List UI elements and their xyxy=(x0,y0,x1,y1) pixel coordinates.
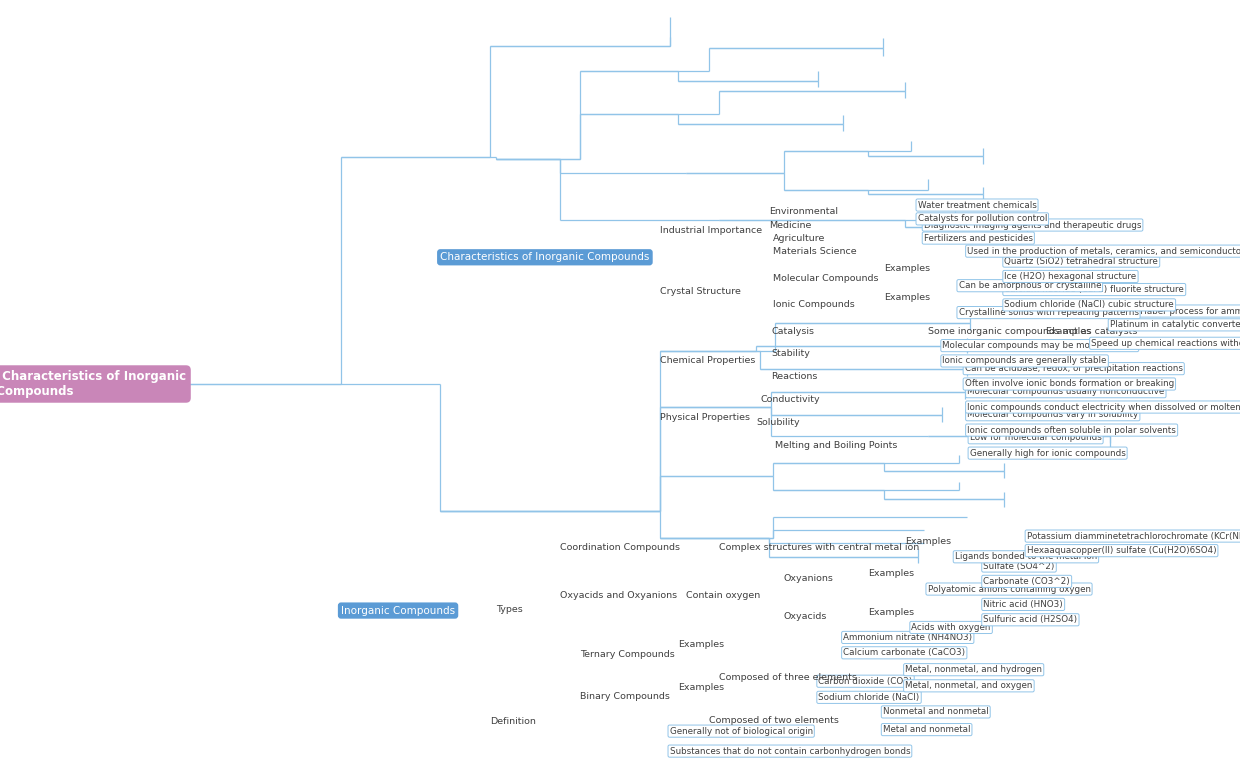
Text: Characteristics of Inorganic Compounds: Characteristics of Inorganic Compounds xyxy=(440,252,650,263)
Text: Environmental: Environmental xyxy=(769,207,838,216)
Text: Generally not of biological origin: Generally not of biological origin xyxy=(670,727,812,736)
Text: Carbonate (CO3^2): Carbonate (CO3^2) xyxy=(983,577,1070,586)
Text: Ice (H2O) hexagonal structure: Ice (H2O) hexagonal structure xyxy=(1004,272,1137,281)
Text: Acids with oxygen: Acids with oxygen xyxy=(911,623,991,632)
Text: Often involve ionic bonds formation or breaking: Often involve ionic bonds formation or b… xyxy=(965,379,1174,389)
Text: Conductivity: Conductivity xyxy=(760,395,820,404)
Text: Crystalline solids with repeating patterns: Crystalline solids with repeating patter… xyxy=(959,308,1138,317)
Text: Examples: Examples xyxy=(1045,327,1091,336)
Text: Nonmetal and nonmetal: Nonmetal and nonmetal xyxy=(883,707,988,717)
Text: Examples: Examples xyxy=(884,293,930,302)
Text: Definition: Definition xyxy=(490,717,536,727)
Text: Contain oxygen: Contain oxygen xyxy=(686,591,760,600)
Text: Quartz (SiO2) tetrahedral structure: Quartz (SiO2) tetrahedral structure xyxy=(1004,257,1158,266)
Text: Materials Science: Materials Science xyxy=(773,247,856,256)
Text: Sulfuric acid (H2SO4): Sulfuric acid (H2SO4) xyxy=(983,615,1078,624)
Text: Industrial Importance: Industrial Importance xyxy=(660,226,761,235)
Text: Generally high for ionic compounds: Generally high for ionic compounds xyxy=(970,449,1126,458)
Text: Fertilizers and pesticides: Fertilizers and pesticides xyxy=(924,233,1033,243)
Text: Hexaaquacopper(II) sulfate (Cu(H2O)6SO4): Hexaaquacopper(II) sulfate (Cu(H2O)6SO4) xyxy=(1027,546,1216,555)
Text: Platinum in catalytic converters: Platinum in catalytic converters xyxy=(1110,320,1240,329)
Text: Potassium diamminetetrachlorochromate (KCr(NH3)2Cl4): Potassium diamminetetrachlorochromate (K… xyxy=(1027,531,1240,541)
Text: Ternary Compounds: Ternary Compounds xyxy=(580,650,675,659)
Text: Sulfate (SO4^2): Sulfate (SO4^2) xyxy=(983,561,1055,571)
Text: Water treatment chemicals: Water treatment chemicals xyxy=(918,200,1037,210)
Text: Diagnostic imaging agents and therapeutic drugs: Diagnostic imaging agents and therapeuti… xyxy=(924,220,1141,230)
Text: Metal, nonmetal, and hydrogen: Metal, nonmetal, and hydrogen xyxy=(905,665,1042,674)
Text: Types: Types xyxy=(496,604,523,614)
Text: Medicine: Medicine xyxy=(769,220,811,230)
Text: Calcium fluoride (CaF2) fluorite structure: Calcium fluoride (CaF2) fluorite structu… xyxy=(1004,285,1184,294)
Text: Examples: Examples xyxy=(868,569,914,578)
Text: Examples: Examples xyxy=(678,640,724,649)
Text: Reactions: Reactions xyxy=(771,372,817,381)
Text: Coordination Compounds: Coordination Compounds xyxy=(560,543,681,552)
Text: Classification and  Characteristics of Inorganic
  Compounds: Classification and Characteristics of In… xyxy=(0,370,186,398)
Text: Ionic Compounds: Ionic Compounds xyxy=(773,300,854,310)
Text: Used in the production of metals, ceramics, and semiconductors: Used in the production of metals, cerami… xyxy=(967,247,1240,256)
Text: Chemical Properties: Chemical Properties xyxy=(660,356,755,366)
Text: Molecular Compounds: Molecular Compounds xyxy=(773,273,878,283)
Text: Can be amorphous or crystalline: Can be amorphous or crystalline xyxy=(959,281,1101,290)
Text: Sodium chloride (NaCl): Sodium chloride (NaCl) xyxy=(818,693,920,702)
Text: Ionic compounds are generally stable: Ionic compounds are generally stable xyxy=(942,356,1107,366)
Text: Metal, nonmetal, and oxygen: Metal, nonmetal, and oxygen xyxy=(905,681,1033,690)
Text: Nitric acid (HNO3): Nitric acid (HNO3) xyxy=(983,600,1063,609)
Text: Examples: Examples xyxy=(868,607,914,617)
Text: Speed up chemical reactions without being consumed: Speed up chemical reactions without bein… xyxy=(1091,339,1240,348)
Text: Agriculture: Agriculture xyxy=(773,233,825,243)
Text: Low for molecular compounds: Low for molecular compounds xyxy=(970,433,1101,442)
Text: Examples: Examples xyxy=(905,537,951,546)
Text: Ligands bonded to the metal ion: Ligands bonded to the metal ion xyxy=(955,552,1097,561)
Text: Calcium carbonate (CaCO3): Calcium carbonate (CaCO3) xyxy=(843,648,965,657)
Text: Complex structures with central metal ion: Complex structures with central metal io… xyxy=(719,543,919,552)
Text: Catalysts for pollution control: Catalysts for pollution control xyxy=(918,214,1047,223)
Text: Ammonium nitrate (NH4NO3): Ammonium nitrate (NH4NO3) xyxy=(843,633,972,642)
Text: Ionic compounds often soluble in polar solvents: Ionic compounds often soluble in polar s… xyxy=(967,425,1176,435)
Text: Stability: Stability xyxy=(771,349,810,358)
Text: Ionic compounds conduct electricity when dissolved or molten: Ionic compounds conduct electricity when… xyxy=(967,402,1240,412)
Text: Examples: Examples xyxy=(884,264,930,273)
Text: Can be acidbase, redox, or precipitation reactions: Can be acidbase, redox, or precipitation… xyxy=(965,364,1183,373)
Text: Polyatomic anions containing oxygen: Polyatomic anions containing oxygen xyxy=(928,584,1090,594)
Text: Molecular compounds vary in solubility: Molecular compounds vary in solubility xyxy=(967,410,1138,419)
Text: Inorganic Compounds: Inorganic Compounds xyxy=(341,605,455,616)
Text: Examples: Examples xyxy=(678,683,724,692)
Text: Composed of three elements: Composed of three elements xyxy=(719,673,857,682)
Text: Binary Compounds: Binary Compounds xyxy=(580,692,670,701)
Text: Oxyacids: Oxyacids xyxy=(784,612,827,621)
Text: Some inorganic compounds act as catalysts: Some inorganic compounds act as catalyst… xyxy=(928,327,1137,336)
Text: Sodium chloride (NaCl) cubic structure: Sodium chloride (NaCl) cubic structure xyxy=(1004,300,1174,310)
Text: Solubility: Solubility xyxy=(756,418,800,427)
Text: Molecular compounds may be more reactive: Molecular compounds may be more reactive xyxy=(942,341,1137,350)
Text: Substances that do not contain carbonhydrogen bonds: Substances that do not contain carbonhyd… xyxy=(670,746,910,756)
Text: Oxyanions: Oxyanions xyxy=(784,574,833,583)
Text: Composed of two elements: Composed of two elements xyxy=(709,716,839,725)
Text: Carbon dioxide (CO2): Carbon dioxide (CO2) xyxy=(818,677,913,686)
Text: Molecular compounds usually nonconductive: Molecular compounds usually nonconductiv… xyxy=(967,387,1164,396)
Text: Crystal Structure: Crystal Structure xyxy=(660,287,740,296)
Text: Iron in Haber process for ammonia synthesis: Iron in Haber process for ammonia synthe… xyxy=(1110,306,1240,316)
Text: Melting and Boiling Points: Melting and Boiling Points xyxy=(775,441,898,450)
Text: Catalysis: Catalysis xyxy=(771,327,815,336)
Text: Metal and nonmetal: Metal and nonmetal xyxy=(883,725,971,734)
Text: Physical Properties: Physical Properties xyxy=(660,412,750,422)
Text: Oxyacids and Oxyanions: Oxyacids and Oxyanions xyxy=(560,591,677,600)
